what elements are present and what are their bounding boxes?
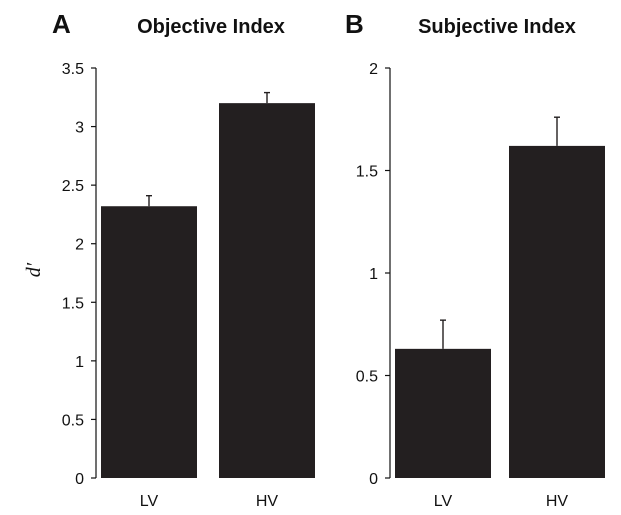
panel-b-ytick-label-0: 0 [369, 471, 378, 488]
panel-a-category-label-lv: LV [140, 493, 159, 510]
y-axis-label: d′ [23, 262, 45, 277]
panel-b-title: Subjective Index [418, 16, 576, 38]
panel-a-ytick-label-4: 2 [75, 237, 84, 254]
panel-a-ytick-label-3: 1.5 [62, 295, 84, 312]
panel-a-bar-hv [219, 103, 315, 479]
panel-b-letter: B [345, 9, 364, 39]
panel-a-letter: A [52, 9, 71, 39]
panel-a-ytick-label-5: 2.5 [62, 178, 84, 195]
panel-b-bars: LV HV [395, 116, 605, 510]
panel-b-ytick-label-1: 0.5 [356, 369, 378, 386]
panel-a-category-label-hv: HV [256, 493, 279, 510]
panel-b: B Subjective Index 0 0.5 1 1.5 2 LV HV [345, 9, 605, 510]
panel-b-bar-lv [395, 348, 491, 478]
panel-a-title: Objective Index [137, 16, 285, 38]
panel-a-ytick-label-6: 3 [75, 120, 84, 137]
panel-a-bars: LV HV [101, 91, 315, 510]
panel-a-ytick-label-2: 1 [75, 354, 84, 371]
panel-a-ytick-label-7: 3.5 [62, 61, 84, 78]
panel-b-ticks: 0 0.5 1 1.5 2 [356, 61, 390, 488]
panel-a-bar-lv [101, 206, 197, 478]
panel-b-category-label-hv: HV [546, 493, 569, 510]
panel-a-ytick-label-0: 0 [75, 471, 84, 488]
panel-a: A Objective Index d′ 0 0.5 1 1.5 2 2.5 3 3.5 LV… [23, 9, 315, 510]
panel-b-ytick-label-2: 1 [369, 266, 378, 283]
panel-b-bar-hv [509, 145, 605, 478]
panel-a-ticks: 0 0.5 1 1.5 2 2.5 3 3.5 [62, 61, 96, 488]
panel-b-category-label-lv: LV [434, 493, 453, 510]
panel-a-ytick-label-1: 0.5 [62, 412, 84, 429]
panel-b-ytick-label-3: 1.5 [356, 164, 378, 181]
panel-b-ytick-label-4: 2 [369, 61, 378, 78]
